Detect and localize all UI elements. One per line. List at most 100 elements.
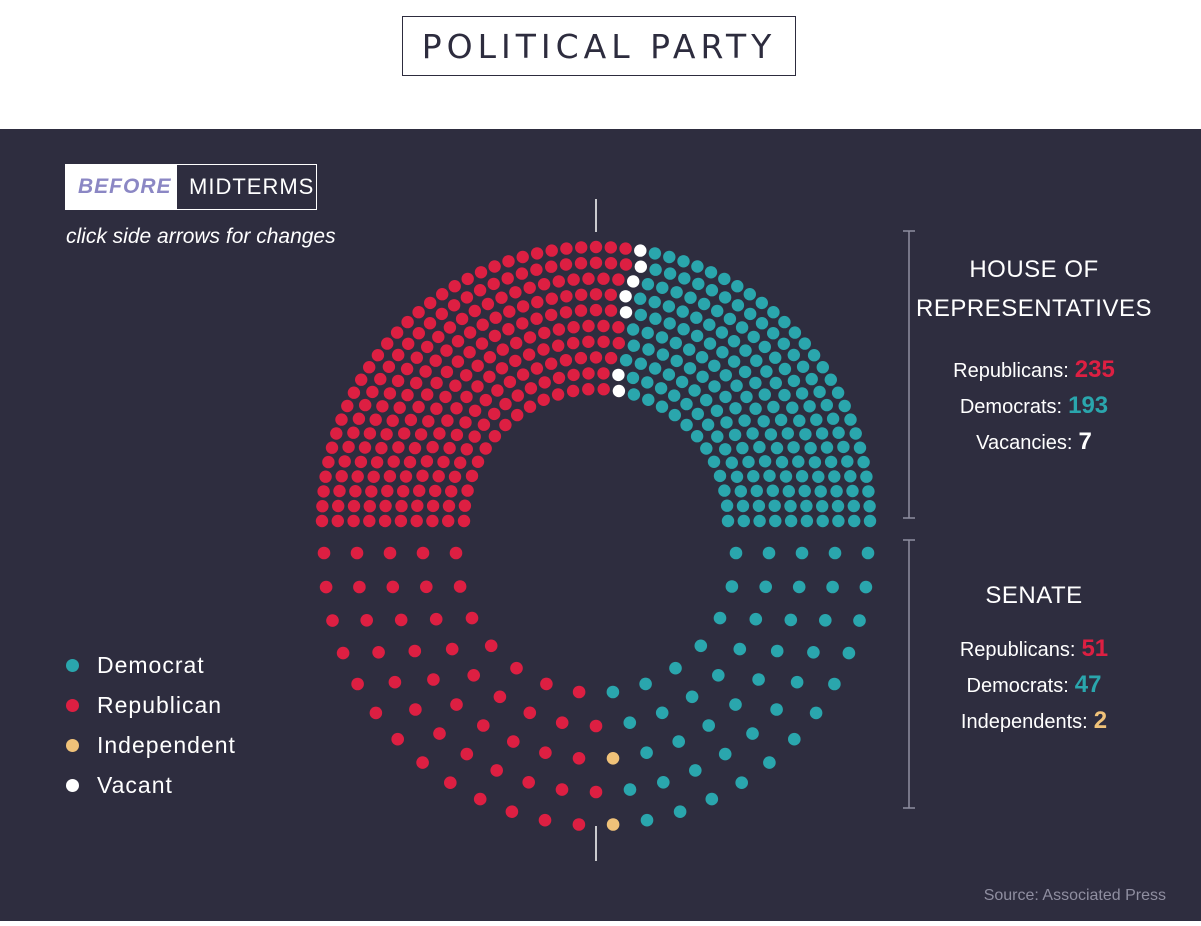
senate-seat-republican bbox=[444, 776, 457, 789]
legend-dot-independent bbox=[66, 738, 79, 752]
house-seat-republican bbox=[487, 277, 500, 291]
senate-seat-republican bbox=[460, 747, 474, 761]
house-seat-republican bbox=[380, 428, 393, 441]
house-seat-republican bbox=[363, 427, 377, 440]
house-seat-democrat bbox=[654, 382, 668, 395]
house-seat-democrat bbox=[656, 348, 670, 361]
senate-seat-democrat bbox=[623, 716, 637, 729]
house-seat-republican bbox=[347, 514, 360, 528]
house-seat-republican bbox=[422, 415, 435, 428]
house-seat-republican bbox=[582, 367, 595, 380]
house-seat-democrat bbox=[719, 443, 732, 456]
senate-seat-republican bbox=[319, 580, 333, 594]
house-seats bbox=[315, 240, 877, 528]
senate-seat-republican bbox=[523, 706, 537, 720]
house-seat-republican bbox=[619, 258, 633, 271]
house-seat-republican bbox=[468, 404, 482, 417]
house-seat-republican bbox=[451, 335, 465, 348]
senate-seat-republican bbox=[493, 690, 507, 704]
house-seat-republican bbox=[347, 426, 360, 439]
senate-seat-democrat bbox=[752, 673, 765, 686]
house-seat-republican bbox=[538, 376, 551, 389]
house-seat-democrat bbox=[769, 351, 782, 364]
toggle-midterms[interactable]: MIDTERMS bbox=[189, 174, 315, 199]
house-seat-democrat bbox=[812, 470, 825, 483]
senate-seat-democrat bbox=[640, 813, 654, 827]
house-seat-democrat bbox=[719, 369, 732, 382]
house-seat-democrat bbox=[832, 514, 845, 528]
house-seat-republican bbox=[612, 321, 625, 334]
house-seat-republican bbox=[604, 241, 617, 254]
house-seat-democrat bbox=[696, 370, 709, 383]
house-seat-republican bbox=[382, 360, 396, 373]
house-seat-republican bbox=[589, 240, 603, 254]
house-seat-republican bbox=[552, 323, 566, 336]
senate-seat-republican bbox=[572, 818, 586, 831]
senate-seat-democrat bbox=[784, 613, 798, 627]
house-seat-republican bbox=[413, 484, 426, 497]
house-seat-democrat bbox=[663, 317, 676, 330]
house-seat-republican bbox=[451, 355, 465, 368]
house-seat-democrat bbox=[863, 500, 876, 513]
house-seat-republican bbox=[538, 326, 551, 340]
house-seat-democrat bbox=[816, 514, 829, 528]
house-seat-democrat bbox=[804, 441, 817, 455]
senate-seat-independent bbox=[606, 818, 620, 831]
house-seat-democrat bbox=[692, 277, 705, 291]
senate-seat-democrat bbox=[640, 746, 653, 759]
house-seat-republican bbox=[597, 367, 610, 380]
house-seat-democrat bbox=[782, 485, 795, 498]
senate-seat-democrat bbox=[735, 776, 748, 789]
senate-seat-democrat bbox=[673, 805, 687, 818]
house-seat-democrat bbox=[704, 266, 718, 279]
house-seat-democrat bbox=[813, 385, 826, 399]
house-seat-democrat bbox=[675, 375, 689, 389]
house-seat-democrat bbox=[731, 280, 744, 293]
house-seat-democrat bbox=[725, 456, 738, 469]
senate-seat-democrat bbox=[705, 792, 719, 806]
house-seat-democrat bbox=[800, 514, 814, 528]
house-seat-democrat bbox=[700, 393, 713, 407]
house-seat-republican bbox=[402, 337, 415, 350]
house-seat-republican bbox=[509, 354, 522, 368]
senate-seat-democrat bbox=[762, 546, 776, 560]
house-seat-republican bbox=[363, 500, 376, 513]
house-seat-vacant bbox=[634, 244, 647, 257]
house-seat-republican bbox=[441, 414, 454, 427]
house-seat-republican bbox=[421, 340, 434, 354]
senate-seat-democrat bbox=[809, 706, 823, 720]
house-seat-republican bbox=[387, 455, 400, 468]
house-seat-republican bbox=[522, 348, 536, 361]
house-seat-republican bbox=[442, 514, 455, 528]
toggle-before[interactable]: BEFORE bbox=[66, 165, 177, 209]
before-midterms-toggle[interactable]: BEFORE MIDTERMS bbox=[65, 164, 317, 210]
senate-seat-democrat bbox=[606, 685, 620, 699]
house-seat-republican bbox=[432, 330, 445, 344]
senate-seat-republican bbox=[372, 646, 385, 659]
house-seat-democrat bbox=[710, 404, 724, 417]
house-seat-democrat bbox=[648, 295, 661, 309]
house-seat-republican bbox=[450, 402, 463, 415]
house-seat-democrat bbox=[753, 514, 766, 528]
house-seat-republican bbox=[366, 385, 379, 399]
house-seat-democrat bbox=[691, 407, 704, 421]
house-seat-democrat bbox=[758, 340, 771, 354]
hint-text: click side arrows for changes bbox=[66, 225, 336, 248]
house-seat-republican bbox=[545, 357, 558, 370]
house-seat-republican bbox=[458, 499, 472, 512]
house-seat-democrat bbox=[736, 441, 749, 455]
house-seat-democrat bbox=[711, 304, 724, 318]
house-seat-democrat bbox=[862, 485, 875, 498]
house-seat-republican bbox=[574, 257, 588, 270]
house-seat-republican bbox=[530, 312, 543, 325]
house-seat-republican bbox=[333, 484, 346, 498]
house-seat-democrat bbox=[663, 267, 677, 280]
house-seat-democrat bbox=[662, 368, 676, 381]
house-seat-republican bbox=[483, 370, 496, 383]
house-seat-republican bbox=[471, 359, 484, 372]
house-stat-republicans: Republicans: 235 bbox=[904, 356, 1164, 392]
house-seat-republican bbox=[317, 485, 330, 498]
house-seat-republican bbox=[496, 343, 509, 356]
house-seat-republican bbox=[612, 336, 625, 350]
house-seat-democrat bbox=[735, 321, 749, 334]
